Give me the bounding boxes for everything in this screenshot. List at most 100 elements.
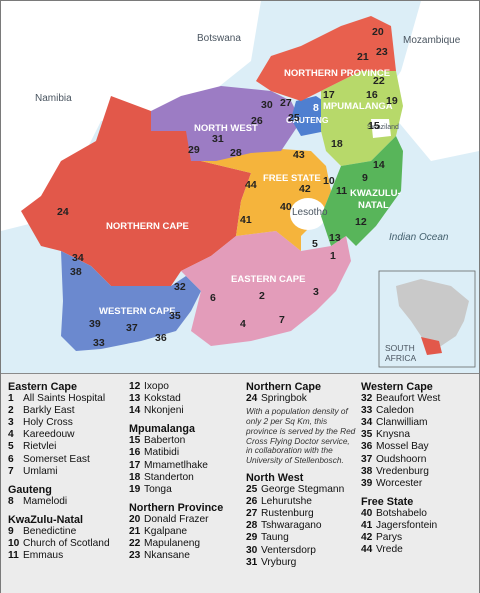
site-40: 40 <box>280 201 292 213</box>
site-10: 10 <box>323 175 335 187</box>
legend-item: 39 Worcester <box>361 477 423 489</box>
legend-item: 42 Parys <box>361 532 403 544</box>
legend-item: 3 Holy Cross <box>8 417 73 429</box>
legend-item: 41 Jagersfontein <box>361 520 438 532</box>
site-18: 18 <box>331 138 343 150</box>
site-32: 32 <box>174 281 186 293</box>
label-eastern-cape: EASTERN CAPE <box>231 274 305 285</box>
site-28: 28 <box>230 147 242 159</box>
label-gauteng: GAUTENG <box>286 115 329 125</box>
legend-item: 25 George Stegmann <box>246 484 345 496</box>
site-2: 2 <box>259 290 265 302</box>
legend-item: 9 Benedictine <box>8 526 77 538</box>
legend-item: 38 Vredenburg <box>361 465 429 477</box>
site-15: 15 <box>368 120 380 132</box>
site-34: 34 <box>72 252 84 264</box>
legend-item: 32 Beaufort West <box>361 393 441 405</box>
legend-item: 16 Matibidi <box>129 447 180 459</box>
legend-item: 10 Church of Scotland <box>8 538 110 550</box>
site-9: 9 <box>362 172 368 184</box>
label-namibia: Namibia <box>35 93 72 104</box>
site-12: 12 <box>355 216 367 228</box>
legend-item: 14 Nkonjeni <box>129 405 184 417</box>
legend-item: 13 Kokstad <box>129 393 181 405</box>
legend-item: 30 Ventersdorp <box>246 544 316 556</box>
legend-item: 24 Springbok <box>246 393 307 405</box>
legend-title-eastern-cape: Eastern Cape <box>8 381 78 393</box>
legend-panel: Eastern Cape 1 All Saints Hospital 2 Barkl… <box>1 373 479 593</box>
legend-item: 2 Barkly East <box>8 405 75 417</box>
legend-col-1: Eastern Cape 1 All Saints Hospital 2 Barkl… <box>8 381 110 562</box>
site-17: 17 <box>323 89 335 101</box>
site-31: 31 <box>212 133 224 145</box>
region-western-cape <box>61 251 201 351</box>
legend-item: 31 Vryburg <box>246 556 297 568</box>
site-33: 33 <box>93 337 105 349</box>
inset-label-2: AFRICA <box>385 353 417 363</box>
site-20: 20 <box>372 26 384 38</box>
label-free-state: FREE STATE <box>263 173 321 184</box>
site-26: 26 <box>251 115 263 127</box>
label-north-west: NORTH WEST <box>194 123 258 134</box>
label-kwazulu-natal-2: NATAL <box>358 200 389 211</box>
site-19: 19 <box>386 95 398 107</box>
site-42: 42 <box>299 183 311 195</box>
site-5: 5 <box>312 238 318 250</box>
site-44: 44 <box>245 179 257 191</box>
site-36: 36 <box>155 332 167 344</box>
site-39: 39 <box>89 318 101 330</box>
site-27: 27 <box>280 97 292 109</box>
legend-item: 21 Kgalpane <box>129 526 188 538</box>
south-africa-map: Botswana Namibia Mozambique Swaziland Le… <box>1 1 479 373</box>
legend-item: 22 Mapulaneng <box>129 538 201 550</box>
legend-col-3: Northern Cape 24 Springbok With a populat… <box>246 381 356 569</box>
site-4: 4 <box>240 318 246 330</box>
label-northern-province: NORTHERN PROVINCE <box>284 68 390 79</box>
legend-item: 37 Oudshoorn <box>361 453 427 465</box>
legend-title-mpumalanga: Mpumalanga <box>129 423 195 436</box>
site-41: 41 <box>240 214 252 226</box>
site-16: 16 <box>366 89 378 101</box>
legend-item: 40 Botshabelo <box>361 507 427 519</box>
label-mpumalanga: MPUMALANGA <box>323 101 393 112</box>
legend-item: 15 Baberton <box>129 435 186 447</box>
legend-item: 26 Lehurutshe <box>246 496 312 508</box>
label-kwazulu-natal-1: KWAZULU- <box>350 188 401 199</box>
legend-title-kwazulu-natal: KwaZulu-Natal <box>8 513 83 526</box>
label-swaziland: Swaziland <box>367 124 399 131</box>
legend-item: 7 Umlami <box>8 465 58 477</box>
site-29: 29 <box>188 144 200 156</box>
legend-item: 8 Mamelodi <box>8 495 68 507</box>
site-37: 37 <box>126 322 138 334</box>
label-western-cape: WESTERN CAPE <box>99 306 176 317</box>
label-mozambique: Mozambique <box>403 35 461 46</box>
northern-cape-note: With a population density of only 2 per … <box>246 406 356 466</box>
region-north-west <box>151 86 301 161</box>
label-lesotho: Lesotho <box>292 207 328 218</box>
region-northern-province <box>256 16 396 101</box>
site-22: 22 <box>373 75 385 87</box>
legend-title-northern-province: Northern Province <box>129 501 224 514</box>
legend-item: 18 Standerton <box>129 471 194 483</box>
site-23: 23 <box>376 46 388 58</box>
legend-title-gauteng: Gauteng <box>8 483 52 496</box>
site-38: 38 <box>70 266 82 278</box>
swaziland-shape <box>371 119 391 138</box>
legend-title-western-cape: Western Cape <box>361 381 433 393</box>
legend-item: 19 Tonga <box>129 483 172 495</box>
legend-item: 6 Somerset East <box>8 453 90 465</box>
legend-item: 27 Rustenburg <box>246 508 314 520</box>
legend-item: 35 Knysna <box>361 429 410 441</box>
site-14: 14 <box>373 159 385 171</box>
region-kwazulu-natal <box>321 136 403 246</box>
region-eastern-cape <box>181 231 351 346</box>
legend-item: 11 Emmaus <box>8 550 64 562</box>
legend-title-northern-cape: Northern Cape <box>246 381 321 393</box>
site-3: 3 <box>313 286 319 298</box>
legend-col-2: 12 Ixopo 13 Kokstad 14 Nkonjeni Mpumalanga … <box>129 381 223 562</box>
label-northern-cape: NORTHERN CAPE <box>106 221 189 232</box>
site-25: 25 <box>288 112 300 124</box>
legend-item: 5 Rietvlei <box>8 441 57 453</box>
neighbor-land <box>1 1 479 231</box>
